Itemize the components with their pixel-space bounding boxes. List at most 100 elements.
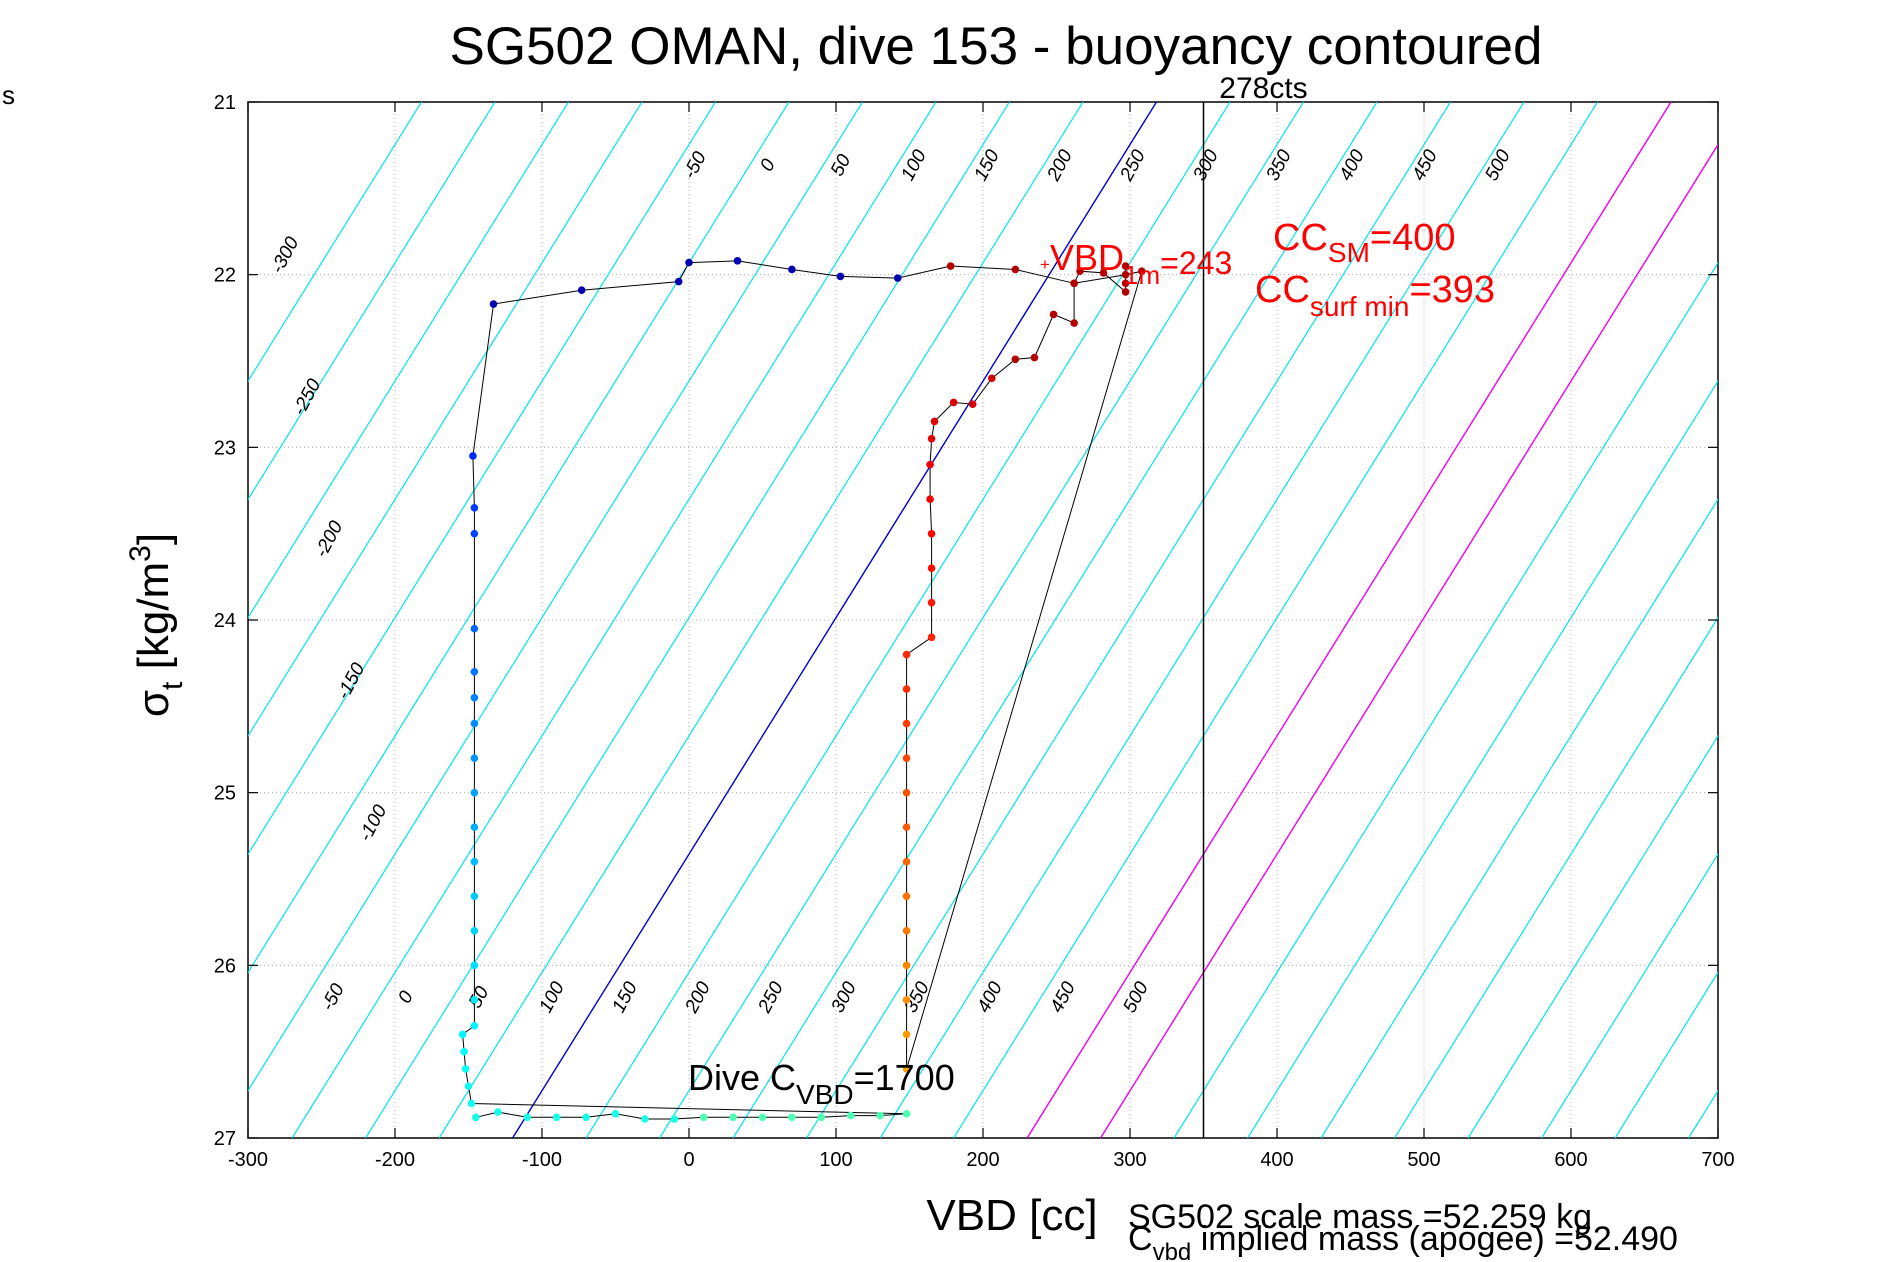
cc-surf-main: CC	[1255, 269, 1310, 311]
svg-text:CCsurf min=393: CCsurf min=393	[1255, 269, 1495, 322]
data-point	[902, 754, 911, 762]
data-point	[699, 1113, 708, 1122]
data-point	[930, 417, 939, 426]
y-axis-label-units: [kg/m	[129, 562, 178, 682]
data-point	[876, 1111, 884, 1120]
contour-label-bottom: 400	[973, 978, 1007, 1016]
contour-line	[1100, 143, 1718, 1138]
contour-label-bottom: 300	[827, 978, 861, 1016]
data-point	[523, 1113, 532, 1122]
contour-label-top: 400	[1335, 146, 1369, 184]
data-point	[470, 529, 479, 538]
data-point	[788, 1113, 796, 1122]
contour-line	[248, 102, 643, 738]
x-axis-ticks: -300 -200 -100 0 100 200 300 400 500 600 700	[228, 102, 1735, 1171]
grid	[248, 102, 1718, 1138]
data-point	[670, 1115, 679, 1123]
data-point	[902, 857, 911, 866]
cc-surf-sub: surf min	[1310, 291, 1410, 322]
x-tick-label: 200	[966, 1149, 999, 1171]
x-tick-label: 400	[1260, 1149, 1293, 1171]
data-point	[577, 286, 586, 295]
data-point	[902, 823, 911, 831]
data-point	[458, 1030, 467, 1039]
cc-sm-sub: SM	[1328, 237, 1370, 268]
data-point	[902, 719, 911, 728]
contour-line	[879, 102, 1525, 1138]
data-point	[1070, 279, 1078, 288]
contour-label-top: 200	[1043, 146, 1077, 185]
data-point	[729, 1113, 737, 1122]
data-point	[1030, 353, 1039, 362]
data-point	[902, 892, 911, 901]
svg-text:σt [kg/m3]: σt [kg/m3]	[124, 533, 189, 717]
contour-label-top: -300	[267, 233, 304, 277]
contour-line	[806, 102, 1451, 1138]
contour-label-top: 300	[1189, 146, 1223, 184]
data-point	[674, 277, 683, 286]
cc-sm-annotation: CCSM=400	[1273, 217, 1455, 268]
data-point	[1011, 265, 1020, 274]
data-point	[1137, 267, 1146, 276]
data-point	[470, 857, 479, 866]
contour-label-bottom: -50	[317, 980, 349, 1014]
data-point	[946, 262, 955, 270]
implied-mass-text: Cvbd implied mass (apogee) =52.490	[1128, 1220, 1678, 1262]
implied-mass-sub: vbd	[1153, 1239, 1192, 1262]
cc-sm-main: CC	[1273, 217, 1328, 259]
data-point	[1076, 267, 1084, 276]
vbd-1m-marker: +	[1040, 255, 1050, 274]
contour-line	[1320, 498, 1718, 1138]
dive-cvbd-main: Dive C	[688, 1057, 796, 1098]
data-point	[1121, 270, 1130, 279]
data-point	[470, 892, 479, 901]
data-point	[470, 668, 479, 676]
data-point	[464, 1082, 473, 1090]
y-axis-label-close: ]	[129, 533, 178, 545]
data-point	[758, 1113, 767, 1122]
y-tick-label: 26	[214, 955, 236, 977]
implied-mass-rest: implied mass (apogee) =52.490	[1191, 1220, 1678, 1258]
dive-cvbd-value: =1700	[854, 1057, 955, 1098]
data-point	[641, 1115, 649, 1123]
data-point	[1121, 288, 1130, 296]
x-tick-label: 0	[683, 1149, 694, 1171]
contour-line	[1026, 102, 1672, 1138]
data-point	[552, 1113, 561, 1122]
y-axis-label-sub: t	[156, 681, 189, 690]
data-point	[470, 693, 479, 702]
contour-label-bottom: 100	[535, 978, 569, 1016]
contour-label-top: 0	[756, 155, 780, 175]
x-tick-label: 100	[819, 1149, 852, 1171]
x-tick-label: 700	[1701, 1149, 1734, 1171]
buoyancy-contours	[248, 102, 1718, 1138]
data-point	[949, 398, 958, 407]
contour-label-bottom: 250	[754, 978, 788, 1017]
data-point	[926, 460, 934, 469]
contour-line	[1247, 379, 1718, 1138]
scale-mass-text: SG502 scale mass =52.259 kg	[1128, 1198, 1592, 1236]
y-tick-label: 27	[214, 1128, 236, 1150]
data-point	[902, 788, 911, 797]
data-point	[902, 1065, 911, 1073]
data-point	[988, 374, 996, 383]
y-tick-label: 21	[214, 92, 236, 114]
data-point	[470, 927, 479, 935]
contour-label-top: 500	[1481, 146, 1515, 184]
contour-label-top: -250	[289, 375, 326, 419]
dive-points	[458, 257, 1146, 1123]
contour-label-top: 450	[1408, 146, 1442, 184]
y-axis-label-symbol: σ	[129, 690, 178, 717]
target-vbd-label: 278cts	[1219, 72, 1307, 105]
data-point	[1011, 355, 1020, 364]
data-point	[685, 258, 693, 267]
x-axis-label: VBD [cc]	[926, 1191, 1097, 1240]
data-point	[926, 495, 934, 503]
svg-text:Dive CVBD=1700: Dive CVBD=1700	[688, 1057, 955, 1110]
contour-label-top: 150	[970, 146, 1004, 184]
data-point	[927, 633, 936, 642]
x-tick-label: -200	[375, 1149, 415, 1171]
data-point	[489, 300, 498, 308]
x-tick-label: -300	[228, 1149, 268, 1171]
contour-line	[248, 102, 422, 383]
